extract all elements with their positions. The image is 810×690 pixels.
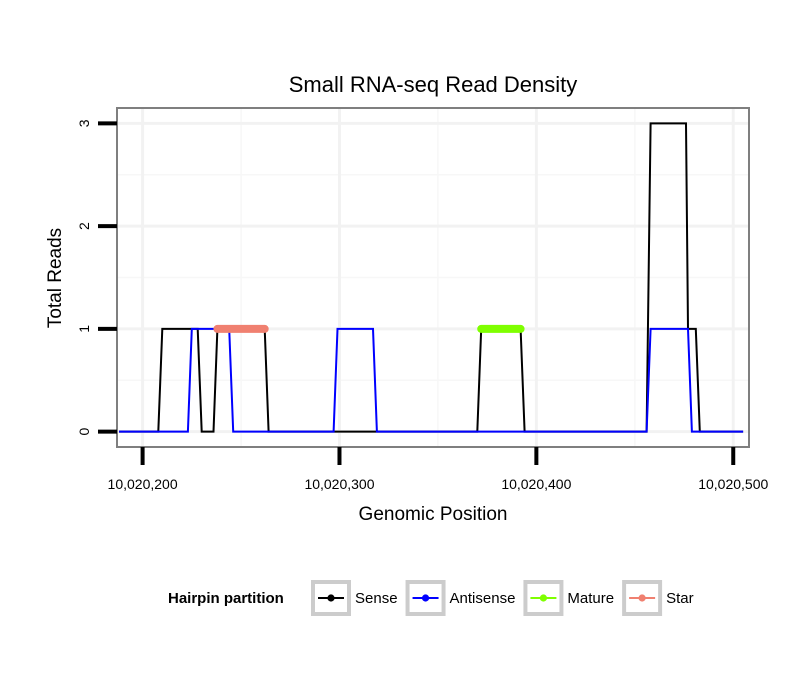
y-tick-label: 0 bbox=[76, 427, 92, 435]
series-line-sense bbox=[119, 122, 744, 433]
legend-label: Sense bbox=[355, 590, 398, 607]
legend-item-sense: Sense bbox=[311, 580, 398, 616]
y-axis-title: Total Reads bbox=[45, 228, 66, 328]
legend-item-mature: Mature bbox=[523, 580, 614, 616]
legend-item-antisense: Antisense bbox=[405, 580, 516, 616]
x-tick-label: 10,020,200 bbox=[108, 476, 178, 492]
y-tick-label: 3 bbox=[76, 119, 92, 127]
legend-label: Antisense bbox=[450, 590, 516, 607]
x-axis-title: Genomic Position bbox=[359, 504, 508, 525]
legend-label: Mature bbox=[567, 590, 614, 607]
y-tick-label: 1 bbox=[76, 325, 92, 333]
legend-key-dot bbox=[327, 594, 335, 602]
y-axis: 0 1 2 3 bbox=[76, 119, 117, 435]
legend-title: Hairpin partition bbox=[168, 590, 284, 607]
legend-key-dot bbox=[638, 594, 646, 602]
legend-label: Star bbox=[666, 590, 694, 607]
series-layer bbox=[119, 122, 744, 433]
x-tick-label: 10,020,500 bbox=[698, 476, 768, 492]
legend-key-dot bbox=[539, 594, 548, 602]
legend: Hairpin partition Sense Antisense Mature St… bbox=[168, 580, 694, 616]
x-tick-label: 10,020,400 bbox=[501, 476, 571, 492]
x-tick-label: 10,020,300 bbox=[304, 476, 374, 492]
series-line-antisense bbox=[119, 327, 744, 433]
y-tick-label: 2 bbox=[76, 222, 92, 230]
legend-key-dot bbox=[421, 594, 430, 602]
legend-item-star: Star bbox=[622, 580, 694, 616]
x-axis: 10,020,200 10,020,300 10,020,400 10,020,500 bbox=[108, 447, 768, 492]
chart-title: Small RNA-seq Read Density bbox=[289, 72, 578, 97]
